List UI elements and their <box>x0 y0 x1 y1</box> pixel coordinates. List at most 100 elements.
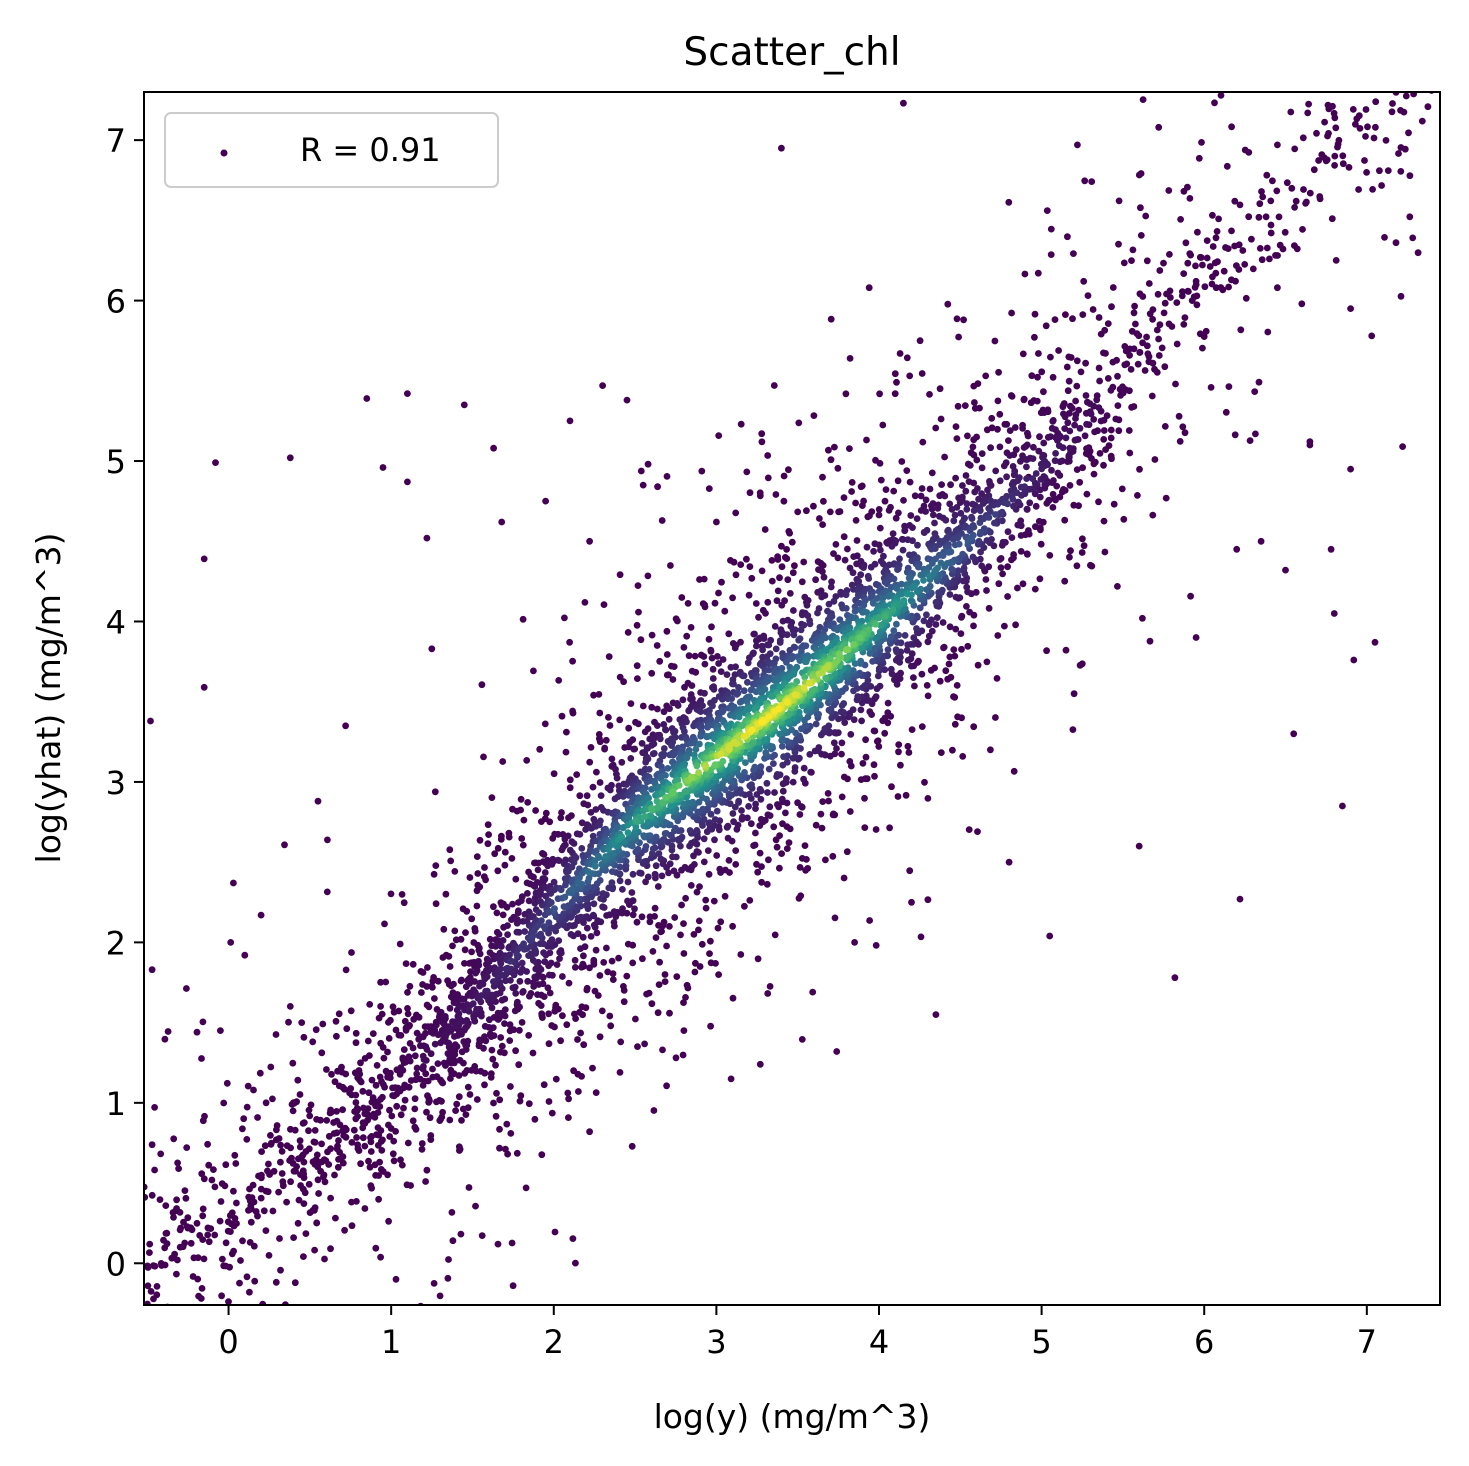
scatter-point <box>1095 314 1103 321</box>
scatter-point <box>404 1139 412 1147</box>
scatter-point <box>908 898 915 906</box>
scatter-point <box>1051 316 1059 323</box>
scatter-point <box>831 443 838 451</box>
scatter-point <box>577 945 584 952</box>
scatter-point <box>592 946 600 954</box>
scatter-point <box>696 883 703 890</box>
scatter-point <box>911 583 918 590</box>
scatter-point <box>1073 382 1081 390</box>
scatter-point <box>302 1230 310 1237</box>
scatter-point <box>496 1144 503 1152</box>
scatter-point <box>357 1078 365 1086</box>
scatter-point <box>923 586 930 593</box>
scatter-point <box>332 1017 340 1025</box>
scatter-point <box>469 1000 477 1007</box>
scatter-point <box>1069 726 1077 733</box>
scatter-point <box>377 1253 384 1261</box>
scatter-point <box>757 763 765 771</box>
scatter-point <box>211 1231 219 1239</box>
scatter-point <box>1003 473 1010 481</box>
scatter-point <box>671 727 679 735</box>
scatter-point <box>200 683 208 691</box>
scatter-point <box>901 527 909 535</box>
scatter-point <box>498 971 506 979</box>
scatter-point <box>760 694 768 702</box>
scatter-point <box>992 511 999 518</box>
scatter-point <box>1010 451 1018 459</box>
scatter-point <box>1110 500 1118 508</box>
scatter-point <box>306 1112 314 1120</box>
scatter-point <box>851 939 858 946</box>
scatter-point <box>385 1035 393 1042</box>
scatter-point <box>1071 421 1078 429</box>
scatter-point <box>1028 372 1036 380</box>
scatter-point <box>529 932 537 940</box>
scatter-point <box>791 764 799 771</box>
scatter-point <box>941 492 949 500</box>
scatter-point <box>1165 187 1173 194</box>
scatter-point <box>471 927 479 935</box>
scatter-point <box>822 856 829 864</box>
scatter-point <box>757 815 765 823</box>
scatter-point <box>151 1262 159 1270</box>
scatter-point <box>188 1226 196 1234</box>
scatter-point <box>672 824 679 832</box>
scatter-point <box>604 968 612 976</box>
scatter-point <box>422 1029 429 1037</box>
scatter-point <box>665 671 672 679</box>
scatter-point <box>943 560 951 567</box>
scatter-point <box>605 714 612 721</box>
scatter-point <box>946 500 954 508</box>
scatter-point <box>842 390 850 398</box>
scatter-point <box>817 810 825 818</box>
scatter-point <box>531 1115 539 1123</box>
scatter-point <box>450 980 457 988</box>
scatter-point <box>1047 251 1055 258</box>
scatter-point <box>919 438 927 446</box>
scatter-point <box>918 485 926 492</box>
scatter-point <box>908 650 916 658</box>
scatter-point <box>758 438 766 446</box>
scatter-point <box>518 835 526 842</box>
scatter-point <box>774 587 782 595</box>
scatter-point <box>1079 535 1086 543</box>
scatter-point <box>289 1159 297 1167</box>
scatter-points <box>144 92 1435 1305</box>
scatter-point <box>735 713 743 721</box>
scatter-point <box>696 740 703 748</box>
scatter-point <box>212 459 219 466</box>
scatter-point <box>332 1214 339 1222</box>
scatter-point <box>853 552 861 560</box>
scatter-point <box>663 942 670 950</box>
scatter-point <box>281 841 288 849</box>
scatter-point <box>536 891 544 899</box>
scatter-point <box>737 638 744 646</box>
scatter-point <box>768 557 776 564</box>
scatter-point <box>431 995 438 1002</box>
scatter-point <box>430 870 438 878</box>
scatter-point <box>1126 351 1133 359</box>
scatter-point <box>565 979 573 987</box>
scatter-point <box>928 469 936 477</box>
scatter-point <box>296 1091 304 1098</box>
scatter-point <box>1023 475 1030 482</box>
scatter-point <box>729 810 737 817</box>
scatter-point <box>628 889 636 896</box>
scatter-point <box>1061 413 1069 421</box>
scatter-point <box>226 1263 234 1271</box>
scatter-point <box>896 350 904 357</box>
scatter-point <box>638 740 646 747</box>
scatter-point <box>721 892 729 900</box>
scatter-point <box>900 497 907 504</box>
scatter-point <box>671 914 679 921</box>
scatter-point <box>352 1029 360 1037</box>
scatter-point <box>462 1111 470 1118</box>
scatter-point <box>1188 297 1196 304</box>
scatter-point <box>929 511 937 519</box>
scatter-point <box>545 919 553 926</box>
scatter-point <box>959 550 967 558</box>
scatter-point <box>924 896 932 904</box>
scatter-point <box>1090 460 1098 468</box>
scatter-point <box>822 634 829 642</box>
scatter-point <box>200 555 208 563</box>
